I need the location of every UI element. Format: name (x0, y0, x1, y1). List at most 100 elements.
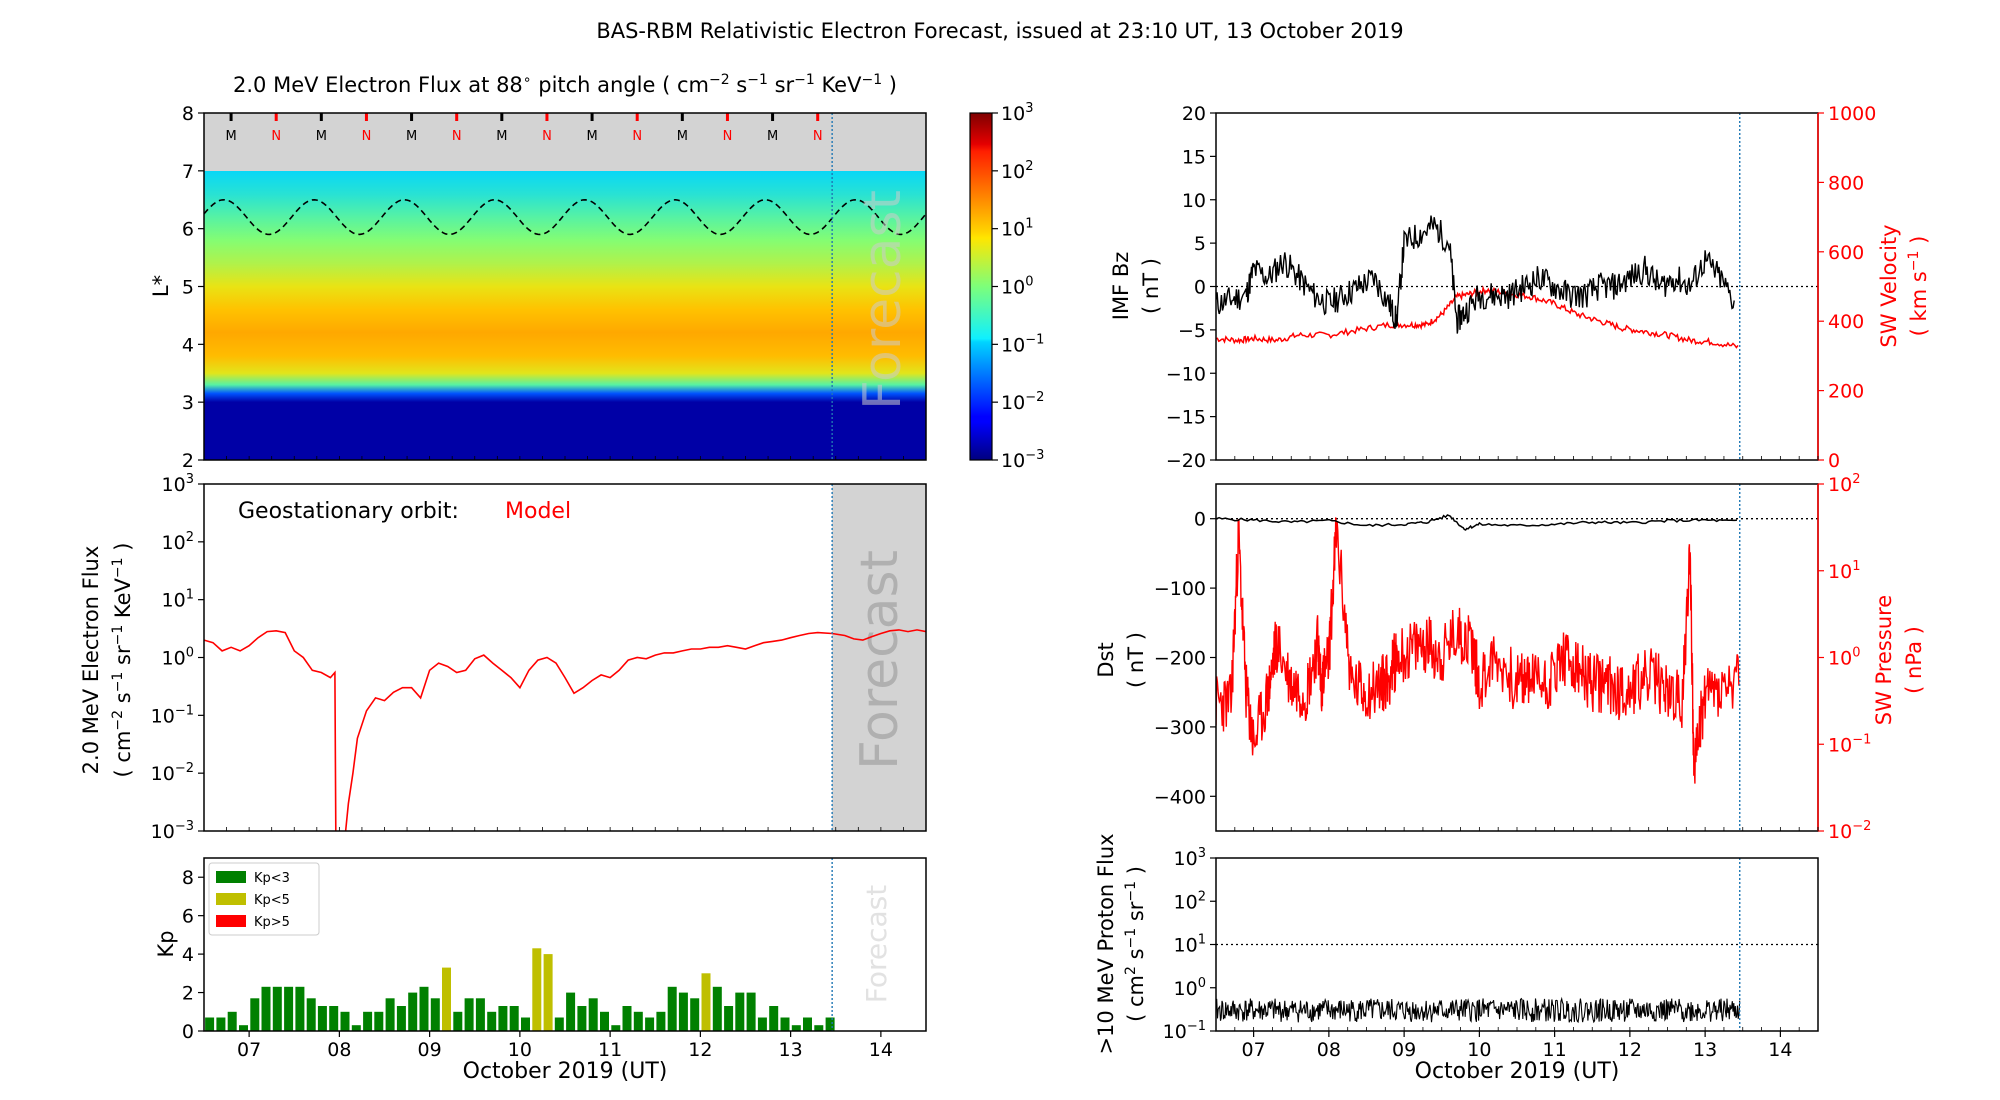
kp-bar (453, 1011, 463, 1031)
colorbar-tick-label: 10−1 (1001, 332, 1044, 356)
kp-legend-swatch-high (216, 915, 246, 927)
kp-bar (227, 1011, 237, 1031)
geo-ylabel-line2: ( cm−2 s−1 sr−1 KeV−1 ) (110, 543, 135, 778)
geo-y-tick-label: 103 (162, 472, 194, 496)
colorbar-tick-label: 10−3 (1001, 448, 1044, 472)
sw-pressure-y-tick-label: 100 (1828, 646, 1860, 670)
geo-y-tick-label: 101 (162, 588, 194, 612)
proton-x-tick-label: 11 (1543, 1039, 1567, 1061)
kp-bar (588, 998, 598, 1031)
kp-y-tick-label: 4 (182, 944, 194, 966)
kp-x-tick-label: 09 (418, 1039, 442, 1061)
kp-bar (656, 1011, 666, 1031)
kp-bar (825, 1017, 835, 1031)
kp-bar (803, 1017, 812, 1031)
bz-ylabel-line1: IMF Bz (1109, 252, 1133, 321)
bz-y-tick-label: 5 (1194, 233, 1206, 255)
kp-bar (430, 998, 440, 1031)
orbit-marker-label: M (767, 129, 778, 144)
heatmap-y-ticks: 2 3 4 5 6 7 8 (182, 103, 204, 472)
orbit-marker-label: M (586, 129, 597, 144)
plasmapause-dashed-line (204, 198, 926, 236)
orbit-marker-label: N (452, 129, 462, 144)
colorbar-gradient (969, 112, 993, 461)
geo-y-tick-label: 102 (162, 530, 194, 554)
bz-panel: −20 −15 −10 −5 0 5 10 15 20 0 200 400 600 800 1000 IM… (1109, 103, 1931, 472)
kp-bar (757, 1017, 767, 1031)
proton-ylabel-line1: >10 MeV Proton Flux (1094, 833, 1118, 1054)
figure-title: BAS-RBM Relativistic Electron Forecast, … (596, 19, 1403, 43)
kp-legend: Kp<3 Kp<5 Kp>5 (208, 862, 320, 936)
kp-y-tick-label: 0 (182, 1021, 194, 1043)
kp-bar (521, 1017, 530, 1031)
dst-ylabel-line2: ( nT ) (1124, 632, 1148, 688)
kp-bar (284, 986, 294, 1031)
geo-forecast-label: Forecast (850, 550, 910, 770)
kp-bar (735, 992, 745, 1031)
kp-bar (239, 1025, 248, 1031)
kp-bar (690, 998, 700, 1031)
sw-velocity-series-line (1216, 285, 1739, 349)
kp-x-tick-label: 08 (327, 1039, 351, 1061)
kp-legend-swatch-mid (216, 893, 246, 905)
proton-x-tick-label: 14 (1768, 1039, 1792, 1061)
kp-bar (667, 986, 677, 1031)
kp-bar (419, 986, 429, 1031)
geo-annotation-value: Model (505, 499, 571, 524)
kp-bar (611, 1025, 621, 1031)
proton-y-tick-label: 101 (1174, 933, 1206, 957)
heatmap-y-tick-label: 8 (182, 103, 194, 125)
kp-bar (374, 1011, 384, 1031)
kp-bar (498, 1006, 508, 1031)
kp-y-tick-label: 2 (182, 983, 194, 1005)
sw-pressure-y-tick-label: 10−2 (1828, 819, 1871, 843)
imf-bz-series-line (1216, 215, 1735, 334)
kp-ylabel: Kp (154, 930, 178, 957)
dst-y-ticks: −400 −300 −200 −100 0 (1154, 509, 1216, 808)
dst-y-tick-label: −300 (1154, 717, 1206, 739)
dst-y-tick-label: −200 (1154, 648, 1206, 670)
orbit-marker-label: N (542, 129, 552, 144)
kp-legend-label-mid: Kp<5 (254, 893, 290, 908)
proton-x-tick-label: 09 (1392, 1039, 1416, 1061)
kp-bar (678, 992, 688, 1031)
bz-ylabel-line2: ( nT ) (1139, 258, 1163, 314)
kp-y-tick-label: 6 (182, 906, 194, 928)
kp-xlabel: October 2019 (UT) (463, 1059, 668, 1084)
geo-y-tick-label: 10−1 (151, 703, 194, 727)
orbit-marker-label: N (362, 129, 372, 144)
kp-bar (475, 998, 485, 1031)
kp-bar (532, 948, 542, 1031)
proton-x-tick-label: 08 (1317, 1039, 1341, 1061)
sw-pressure-y-tick-label: 102 (1828, 472, 1860, 496)
bz-y-tick-label: 10 (1182, 190, 1206, 212)
heatmap-panel: 2.0 MeV Electron Flux at 88∘ pitch angle… (149, 72, 927, 472)
proton-flux-series-line (1216, 996, 1741, 1024)
orbit-marker-label: M (496, 129, 507, 144)
geo-y-tick-label: 10−2 (151, 761, 194, 785)
orbit-marker-label: N (271, 129, 281, 144)
orbit-marker-label: N (723, 129, 733, 144)
geo-annotation-label: Geostationary orbit: (238, 499, 459, 524)
kp-bar (780, 1017, 790, 1031)
colorbar-ticks: 10−3 10−2 10−1 100 101 102 103 (992, 101, 1044, 472)
heatmap-y-tick-label: 4 (182, 334, 194, 356)
proton-x-tick-label: 12 (1618, 1039, 1642, 1061)
geo-y-tick-label: 100 (162, 646, 194, 670)
orbit-marker-label: M (406, 129, 417, 144)
kp-bar (385, 998, 395, 1031)
kp-bar (543, 954, 553, 1031)
kp-bar (250, 998, 260, 1031)
kp-bar (464, 998, 474, 1031)
proton-y-tick-label: 102 (1174, 889, 1206, 913)
kp-forecast-label: Forecast (860, 885, 893, 1004)
proton-x-ticks: 07 08 09 10 11 12 13 14 (1215, 456, 1819, 1061)
heatmap-forecast-label: Forecast (853, 190, 913, 410)
sw-pressure-y-tick-label: 101 (1828, 559, 1860, 583)
kp-legend-swatch-low (216, 871, 246, 883)
kp-bar (712, 986, 722, 1031)
kp-x-tick-label: 13 (779, 1039, 803, 1061)
